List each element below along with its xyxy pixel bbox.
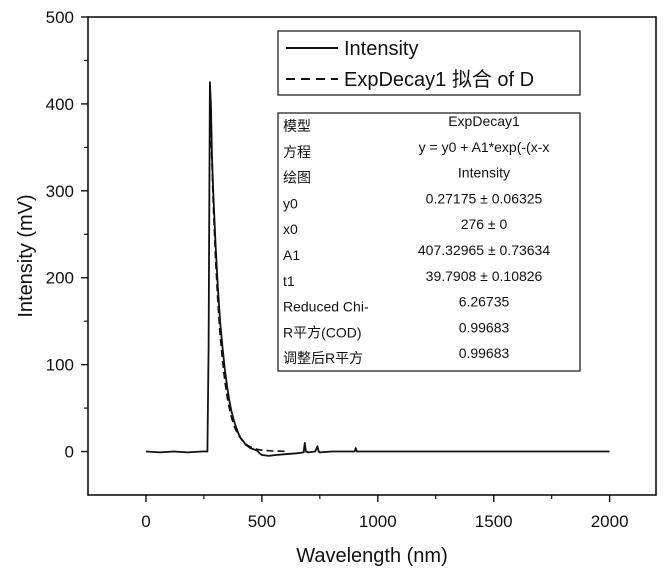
axis-ticks bbox=[81, 16, 611, 502]
plot-frame bbox=[87, 16, 657, 496]
legend-box bbox=[277, 30, 581, 96]
fit-table-label: R平方(COD) bbox=[283, 324, 362, 340]
fit-table-value: 0.99683 bbox=[459, 345, 510, 361]
fit-results-table: 模型 ExpDecay1 方程 y = y0 + A1*exp(-(x-x 绘图 Inte… bbox=[277, 112, 581, 372]
series-layer bbox=[145, 81, 610, 457]
fit-table-value: y = y0 + A1*exp(-(x-x bbox=[419, 139, 550, 155]
y-tick-label: 0 bbox=[65, 443, 74, 462]
fit-table-value: 276 ± 0 bbox=[461, 216, 508, 232]
fit-table-value: ExpDecay1 bbox=[448, 113, 520, 129]
x-tick-label: 2000 bbox=[591, 512, 629, 531]
axis-tick-labels: 0 500 1000 1500 2000 0 100 200 300 400 500 bbox=[46, 8, 629, 531]
fit-table-frame bbox=[277, 112, 581, 372]
fit-table-value: 39.7908 ± 0.10826 bbox=[426, 268, 543, 284]
legend-label-fit: ExpDecay1 拟合 of D bbox=[344, 68, 534, 91]
y-tick-label: 200 bbox=[46, 269, 74, 288]
fit-table-value: Intensity bbox=[458, 165, 510, 181]
fit-table-label: t1 bbox=[283, 273, 295, 289]
fit-table-value: 6.26735 bbox=[459, 294, 510, 310]
series-line-expdecay-fit bbox=[209, 97, 286, 453]
fit-table-label: 绘图 bbox=[283, 170, 311, 186]
x-tick-label: 1000 bbox=[359, 512, 397, 531]
x-axis-title: Wavelength (nm) bbox=[296, 545, 448, 567]
fit-table-value: 0.27175 ± 0.06325 bbox=[426, 190, 543, 206]
y-axis-title: Intensity (mV) bbox=[15, 194, 37, 317]
x-tick-label: 1500 bbox=[475, 512, 513, 531]
y-tick-label: 100 bbox=[46, 356, 74, 375]
fit-table-value: 407.32965 ± 0.73634 bbox=[418, 242, 550, 258]
y-tick-label: 300 bbox=[46, 182, 74, 201]
x-tick-label: 0 bbox=[141, 512, 150, 531]
legend: Intensity ExpDecay1 拟合 of D bbox=[277, 30, 581, 96]
x-tick-label: 500 bbox=[248, 512, 276, 531]
fit-table-label: x0 bbox=[283, 221, 298, 237]
fit-table-label: 调整后R平方 bbox=[283, 350, 363, 366]
fit-table-label: y0 bbox=[283, 195, 298, 211]
legend-label-intensity: Intensity bbox=[344, 38, 418, 60]
fit-table-value: 0.99683 bbox=[459, 319, 510, 335]
fit-table-label: 方程 bbox=[283, 144, 311, 160]
fit-table-label: 模型 bbox=[283, 118, 311, 134]
fit-table-label: A1 bbox=[283, 247, 300, 263]
fit-table-label: Reduced Chi- bbox=[283, 299, 369, 315]
y-tick-label: 500 bbox=[46, 8, 74, 27]
y-tick-label: 400 bbox=[46, 95, 74, 114]
